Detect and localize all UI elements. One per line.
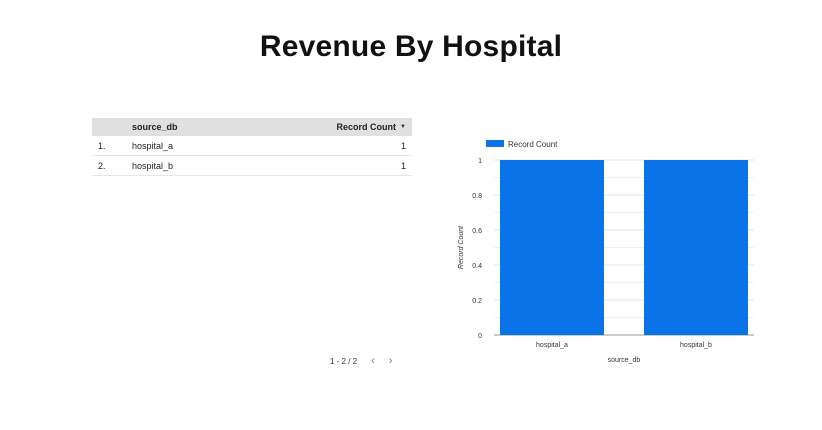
- x-tick-label: hospital_a: [536, 342, 568, 349]
- y-tick-label: 1: [478, 158, 482, 165]
- table-header-row: source_db Record Count ▼: [92, 118, 412, 136]
- y-axis-title: Record Count: [458, 225, 465, 269]
- prev-page-icon[interactable]: ‹: [371, 355, 375, 367]
- bar-hospital_b: [644, 160, 748, 335]
- page-title: Revenue By Hospital: [259, 30, 563, 63]
- bar-chart: Record Count 0 0.2 0.4 0.6 0.8 1 hospital_a hosp…: [450, 130, 770, 370]
- row-count: 1: [400, 160, 406, 171]
- y-tick-label: 0.8: [472, 193, 482, 200]
- legend-swatch: [486, 140, 504, 147]
- header-record-count[interactable]: Record Count ▼: [286, 122, 412, 132]
- bar-chart-svg: Record Count 0 0.2 0.4 0.6 0.8 1 hospital_a hosp…: [458, 140, 754, 364]
- table-row: 2. hospital_b 1: [92, 156, 412, 176]
- y-tick-label: 0: [478, 333, 482, 340]
- row-index: 1.: [98, 140, 106, 151]
- pagination-label: 1 - 2 / 2: [330, 356, 358, 366]
- row-index: 2.: [98, 160, 106, 171]
- header-source-db[interactable]: source_db: [132, 122, 178, 132]
- y-tick-label: 0.6: [472, 228, 482, 235]
- row-source: hospital_a: [132, 140, 174, 151]
- y-tick-label: 0.2: [472, 298, 482, 305]
- row-count: 1: [400, 140, 406, 151]
- sort-desc-icon[interactable]: ▼: [400, 124, 406, 130]
- data-table: source_db Record Count ▼ 1. hospital_a 1…: [92, 118, 412, 176]
- table-row: 1. hospital_a 1: [92, 136, 412, 156]
- next-page-icon[interactable]: ›: [388, 355, 393, 367]
- x-tick-label: hospital_b: [680, 342, 712, 349]
- y-tick-label: 0.4: [472, 263, 482, 270]
- header-record-count-label: Record Count: [336, 122, 397, 132]
- bar-hospital_a: [500, 160, 604, 335]
- legend-label: Record Count: [508, 140, 558, 149]
- x-axis-title: source_db: [608, 357, 641, 364]
- row-source: hospital_b: [132, 160, 174, 171]
- pagination: 1 - 2 / 2 ‹ ›: [330, 354, 392, 368]
